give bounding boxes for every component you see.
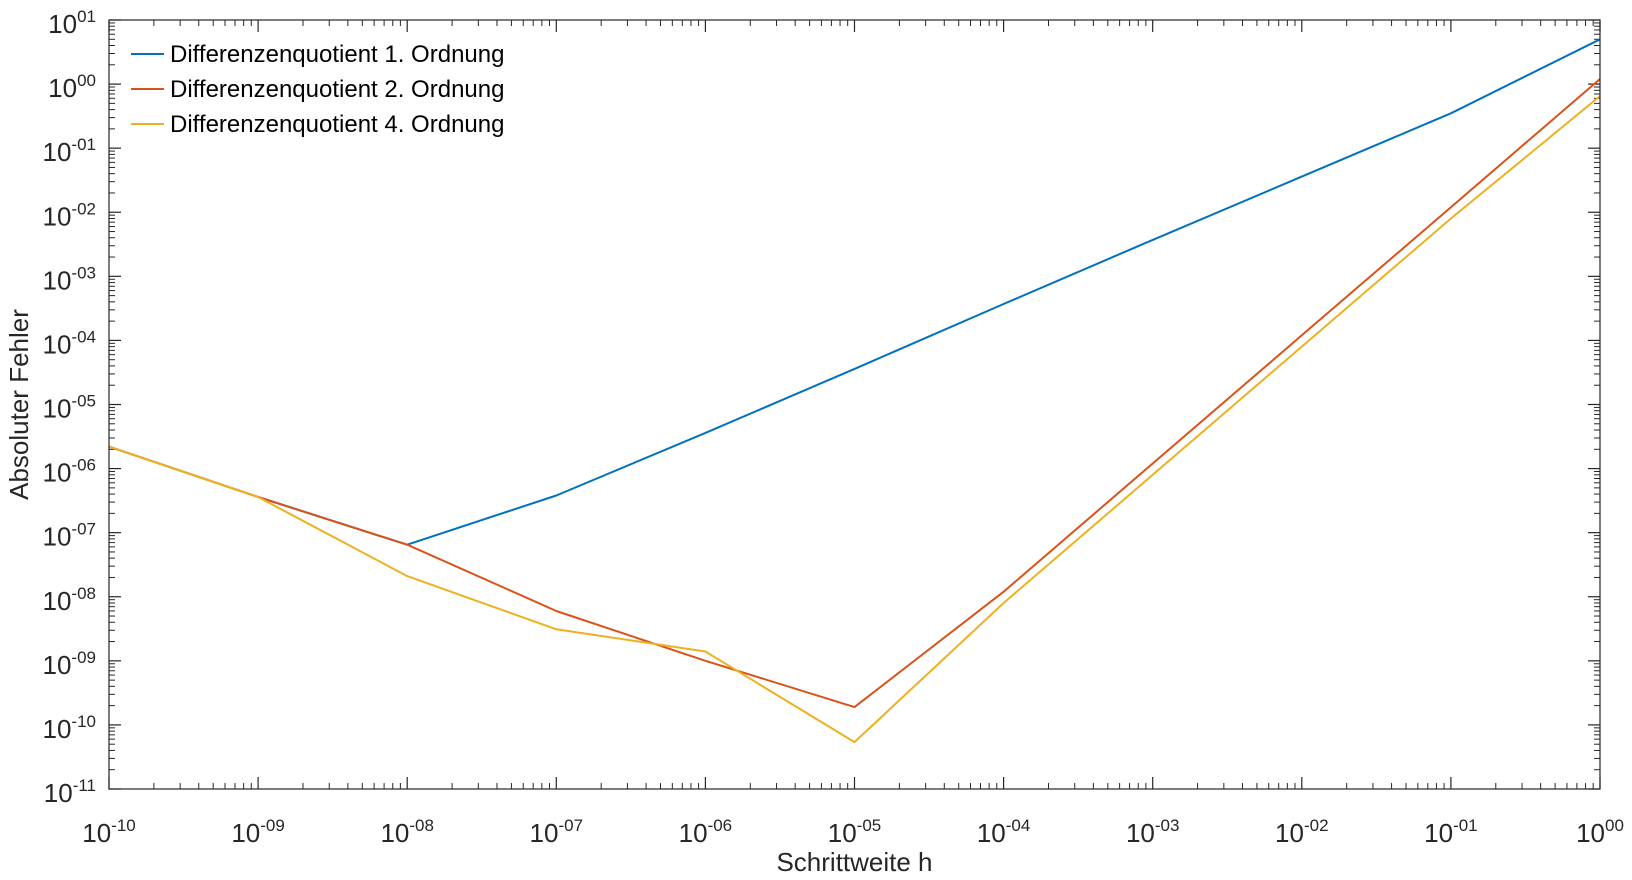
legend: Differenzenquotient 1. Ordnung Differenze… <box>131 41 504 138</box>
y-tick-label: 1001 <box>48 7 96 39</box>
legend-item: Differenzenquotient 4. Ordnung <box>131 111 504 138</box>
x-tick-label: 10-03 <box>1126 816 1180 848</box>
x-tick-label: 10-05 <box>828 816 882 848</box>
y-tick-label: 10-04 <box>43 327 97 359</box>
x-tick-label: 10-07 <box>530 816 584 848</box>
axes-box <box>108 19 1601 790</box>
x-tick-label: 10-02 <box>1275 816 1329 848</box>
y-tick-label: 10-03 <box>43 263 97 295</box>
y-tick-labels: 1001 1000 10-01 10-02 10-03 10-04 10-05 10-06 10… <box>43 7 97 808</box>
minor-ticks <box>109 20 1600 789</box>
x-tick-label: 10-06 <box>679 816 733 848</box>
y-tick-label: 10-02 <box>43 199 97 231</box>
y-tick-label: 10-06 <box>43 456 97 488</box>
x-tick-label: 1000 <box>1576 816 1624 848</box>
x-tick-label: 10-01 <box>1424 816 1478 848</box>
y-tick-label: 10-11 <box>44 776 96 808</box>
y-tick-label: 10-01 <box>43 135 97 167</box>
series-lines <box>108 38 1601 744</box>
legend-label: Differenzenquotient 1. Ordnung <box>170 41 504 68</box>
x-tick-labels: 10-10 10-09 10-08 10-07 10-06 10-05 10-04 10-03… <box>82 816 1624 848</box>
legend-label: Differenzenquotient 2. Ordnung <box>170 76 504 103</box>
y-tick-label: 10-08 <box>43 584 97 616</box>
y-tick-label: 10-09 <box>43 648 97 680</box>
x-tick-label: 10-04 <box>977 816 1031 848</box>
legend-item: Differenzenquotient 2. Ordnung <box>131 76 504 103</box>
legend-label: Differenzenquotient 4. Ordnung <box>170 111 504 138</box>
y-tick-label: 10-10 <box>43 712 97 744</box>
x-tick-label: 10-08 <box>380 816 434 848</box>
legend-item: Differenzenquotient 1. Ordnung <box>131 41 504 68</box>
x-tick-label: 10-10 <box>82 816 136 848</box>
series-line-3 <box>108 95 1601 744</box>
y-tick-label: 10-07 <box>43 520 97 552</box>
x-axis-label: Schrittweite h <box>776 847 932 877</box>
series-line-2 <box>108 78 1601 709</box>
x-tick-label: 10-09 <box>231 816 285 848</box>
y-axis-label: Absoluter Fehler <box>4 309 34 500</box>
y-tick-label: 1000 <box>48 71 96 103</box>
y-tick-label: 10-05 <box>43 392 97 424</box>
